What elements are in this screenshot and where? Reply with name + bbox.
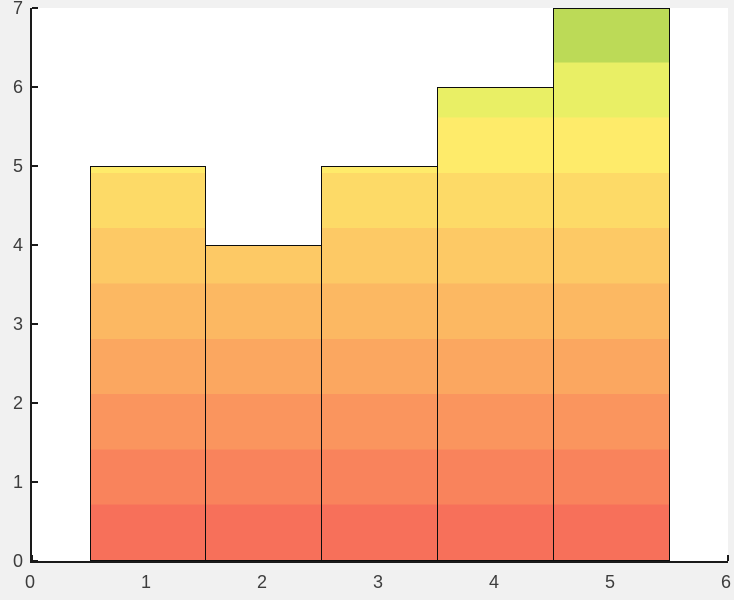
- bar-x1: [90, 166, 206, 561]
- x-axis-tick-label-2: 2: [256, 572, 268, 592]
- bar-x2: [204, 245, 322, 561]
- plot-area: [30, 7, 729, 563]
- y-axis-tick-mark: [32, 560, 38, 562]
- x-axis-tick-label-0: 0: [24, 572, 36, 592]
- x-axis-tick-mark: [727, 555, 729, 561]
- bar-x4: [436, 87, 554, 561]
- bar-x5: [552, 8, 670, 561]
- x-axis-tick-label-5: 5: [604, 572, 616, 592]
- y-axis-tick-mark: [32, 323, 38, 325]
- x-axis-tick-label-3: 3: [372, 572, 384, 592]
- y-axis-tick-label-5: 5: [12, 156, 23, 176]
- x-axis-tick-label-4: 4: [488, 572, 500, 592]
- x-axis-tick-label-1: 1: [140, 572, 152, 592]
- y-axis-tick-label-0: 0: [12, 551, 23, 571]
- y-axis-tick-mark: [32, 481, 38, 483]
- y-axis-tick-label-7: 7: [12, 0, 23, 18]
- y-axis-tick-mark: [32, 86, 38, 88]
- x-axis-tick-label-6: 6: [720, 572, 732, 592]
- bar-x3: [320, 166, 438, 561]
- y-axis-tick-mark: [32, 402, 38, 404]
- y-axis-tick-label-2: 2: [12, 393, 23, 413]
- y-axis-tick-mark: [32, 165, 38, 167]
- y-axis-tick-label-1: 1: [12, 472, 23, 492]
- y-axis-tick-label-3: 3: [12, 314, 23, 334]
- y-axis-tick-label-4: 4: [12, 235, 23, 255]
- y-axis-tick-mark: [32, 244, 38, 246]
- x-axis-tick-mark: [31, 555, 33, 561]
- y-axis-tick-mark: [32, 7, 38, 9]
- y-axis-tick-label-6: 6: [12, 77, 23, 97]
